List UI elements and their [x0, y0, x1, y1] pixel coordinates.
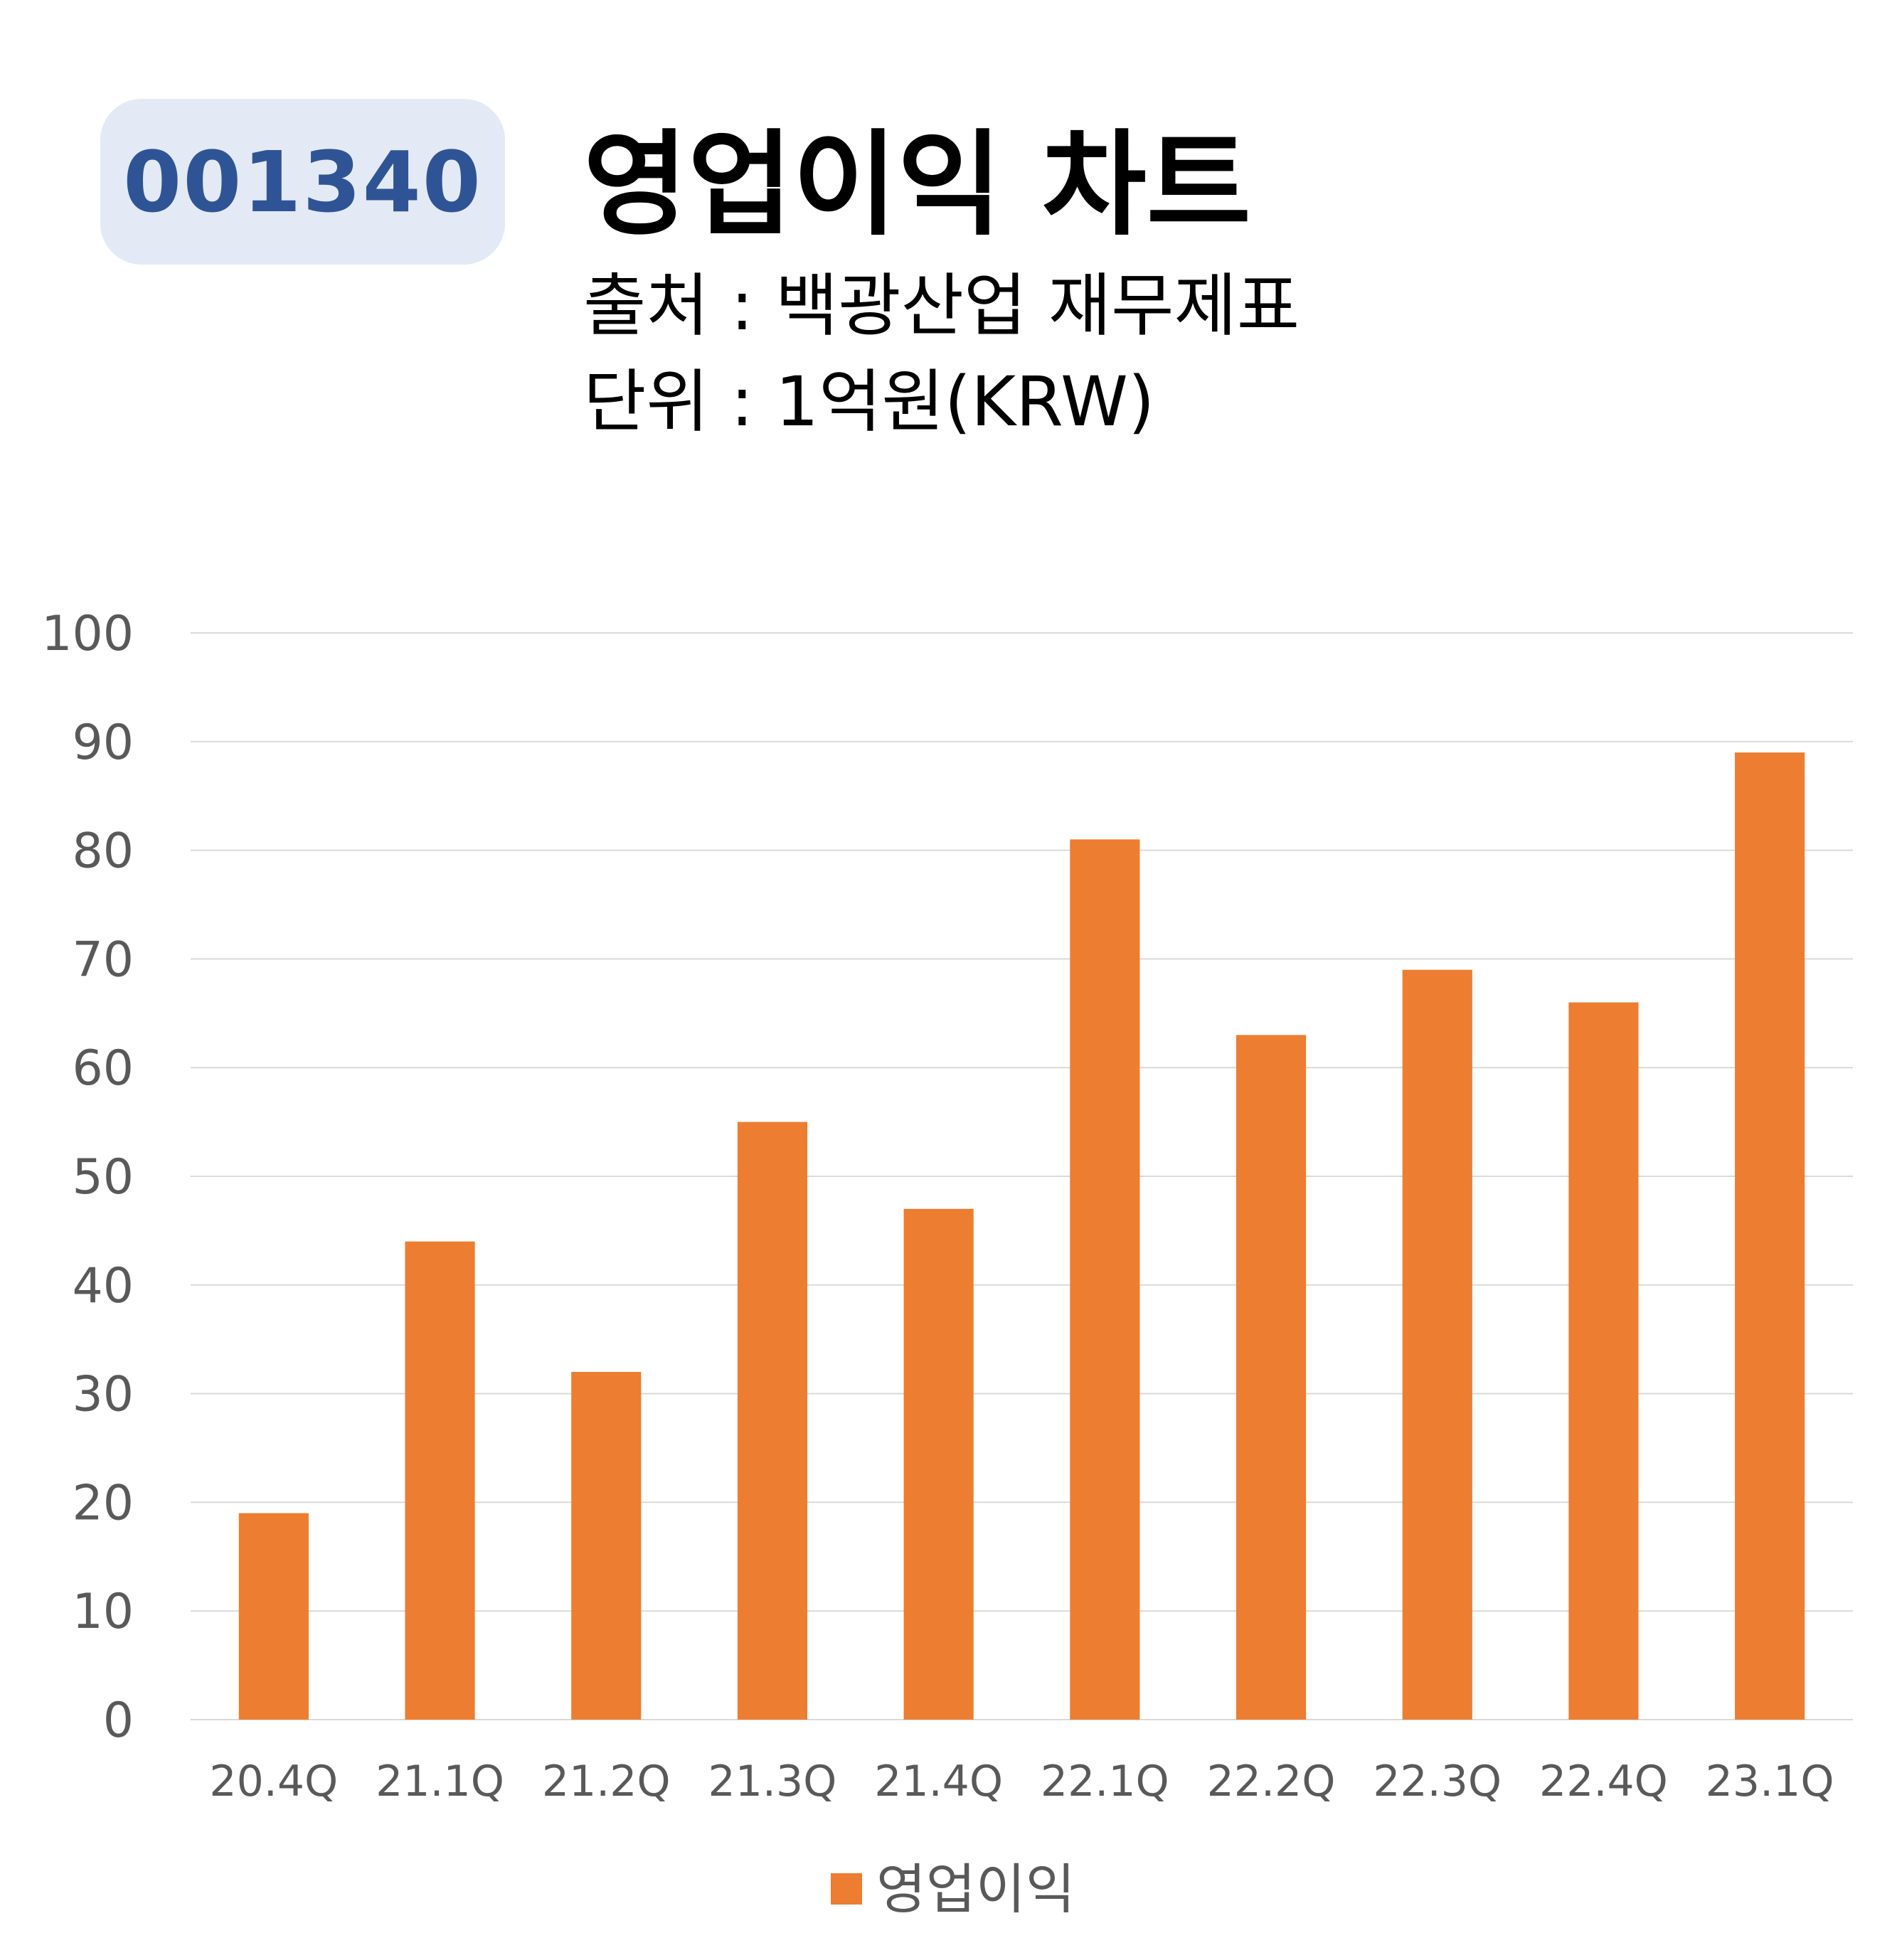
y-axis-ticks: 0 10 20 30 40 50 60 70 80 90 100: [41, 606, 134, 1749]
stock-code: 001340: [123, 132, 482, 231]
chart-title: 영업이익 차트: [583, 118, 1251, 251]
bar-23.1Q: [1735, 752, 1805, 1720]
legend-swatch: [831, 1873, 862, 1905]
legend-label: 영업이익: [876, 1858, 1075, 1921]
bar-22.2Q: [1236, 1035, 1307, 1720]
x-tick-label: 22.1Q: [1041, 1757, 1169, 1806]
y-tick-label: 0: [103, 1693, 134, 1749]
bar-21.1Q: [405, 1241, 475, 1720]
x-tick-label: 23.1Q: [1706, 1757, 1834, 1806]
x-tick-label: 20.4Q: [209, 1757, 338, 1806]
y-tick-label: 70: [72, 932, 134, 988]
y-tick-label: 50: [72, 1149, 134, 1205]
bar-22.1Q: [1070, 839, 1140, 1720]
y-tick-label: 100: [41, 606, 134, 662]
bar-20.4Q: [238, 1513, 309, 1720]
bar-21.4Q: [903, 1208, 974, 1720]
bar-22.4Q: [1568, 1002, 1639, 1720]
x-tick-label: 22.3Q: [1373, 1757, 1502, 1806]
y-tick-label: 90: [72, 715, 134, 771]
y-tick-label: 20: [72, 1475, 134, 1531]
x-tick-label: 21.4Q: [874, 1757, 1003, 1806]
stock-code-badge: 001340: [100, 99, 505, 265]
x-tick-label: 21.1Q: [376, 1757, 504, 1806]
chart-source: 출처 : 백광산업 재무제표: [583, 266, 1300, 346]
bar-21.3Q: [737, 1122, 808, 1720]
bar-21.2Q: [571, 1372, 642, 1720]
x-tick-label: 21.3Q: [708, 1757, 837, 1806]
x-tick-label: 22.4Q: [1539, 1757, 1668, 1806]
bars: [238, 752, 1805, 1720]
y-tick-label: 60: [72, 1040, 134, 1097]
y-tick-label: 40: [72, 1258, 134, 1314]
bar-22.3Q: [1402, 969, 1472, 1720]
legend: 영업이익: [831, 1858, 1075, 1921]
chart-unit: 단위 : 1억원(KRW): [583, 362, 1155, 442]
y-tick-label: 30: [72, 1367, 134, 1423]
x-tick-label: 22.2Q: [1207, 1757, 1336, 1806]
x-tick-label: 21.2Q: [542, 1757, 671, 1806]
x-axis-ticks: 20.4Q 21.1Q 21.2Q 21.3Q 21.4Q 22.1Q 22.2Q 22.3Q…: [209, 1757, 1834, 1806]
y-tick-label: 80: [72, 824, 134, 880]
y-tick-label: 10: [72, 1584, 134, 1640]
